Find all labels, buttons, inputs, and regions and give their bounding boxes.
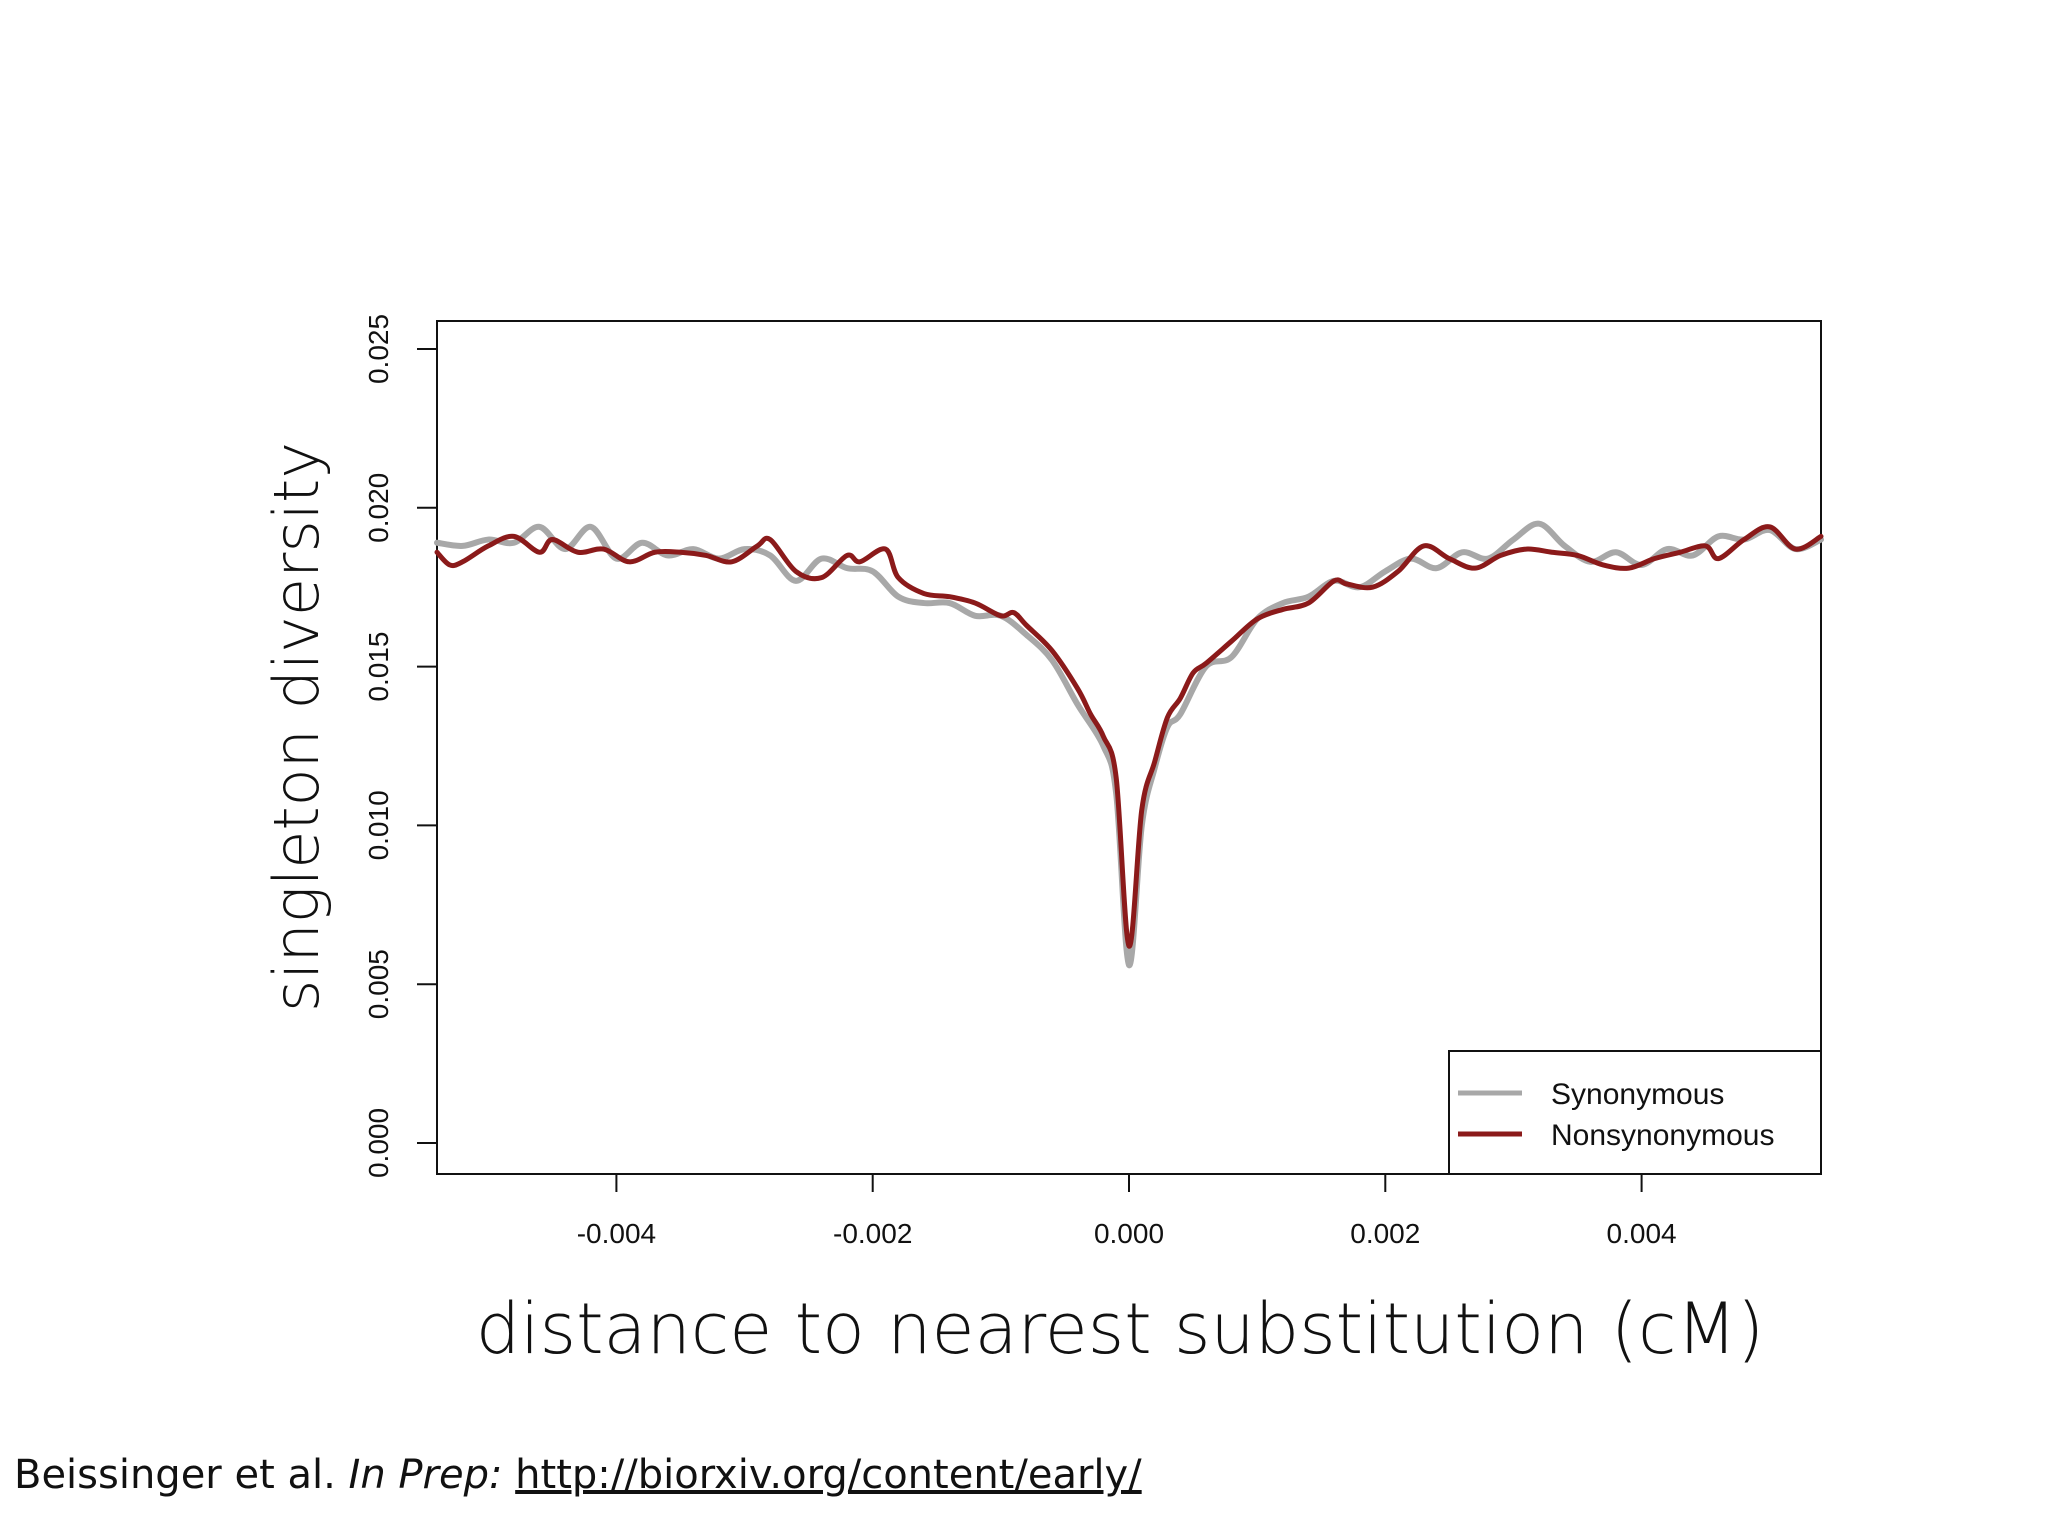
series-line-synonymous — [434, 520, 1824, 969]
citation: Beissinger et al. In Prep: http://biorxi… — [14, 1452, 1142, 1498]
x-axis: -0.004 -0.002 0.000 0.002 0.004 — [577, 1174, 1677, 1249]
y-tick-label: 0.025 — [363, 314, 394, 384]
y-tick-label: 0.000 — [363, 1108, 394, 1178]
y-tick-label: 0.005 — [363, 949, 394, 1019]
citation-status: In Prep: — [348, 1452, 503, 1498]
y-tick-label: 0.020 — [363, 473, 394, 543]
series-layer — [434, 520, 1824, 969]
x-tick-label: -0.002 — [833, 1218, 912, 1249]
legend-label-nonsynonymous: Nonsynonymous — [1551, 1119, 1774, 1152]
y-tick-label: 0.010 — [363, 790, 394, 860]
y-axis: 0.000 0.005 0.010 0.015 0.020 0.025 — [363, 314, 437, 1178]
x-tick-label: 0.002 — [1350, 1218, 1420, 1249]
x-tick-label: 0.000 — [1094, 1218, 1164, 1249]
series-line-nonsynonymous — [434, 524, 1824, 949]
legend: Synonymous Nonsynonymous — [1448, 1050, 1822, 1175]
citation-authors: Beissinger et al. — [14, 1452, 336, 1498]
plot-area — [436, 320, 1822, 1175]
x-tick-label: 0.004 — [1607, 1218, 1677, 1249]
y-tick-label: 0.015 — [363, 632, 394, 702]
citation-link[interactable]: http://biorxiv.org/content/early/ — [515, 1452, 1142, 1498]
x-axis-title: distance to nearest substitution (cM) — [476, 1288, 1764, 1370]
y-axis-title: singleton diversity — [260, 442, 333, 1012]
legend-box — [1448, 1050, 1822, 1175]
legend-label-synonymous: Synonymous — [1551, 1078, 1724, 1111]
x-tick-label: -0.004 — [577, 1218, 656, 1249]
